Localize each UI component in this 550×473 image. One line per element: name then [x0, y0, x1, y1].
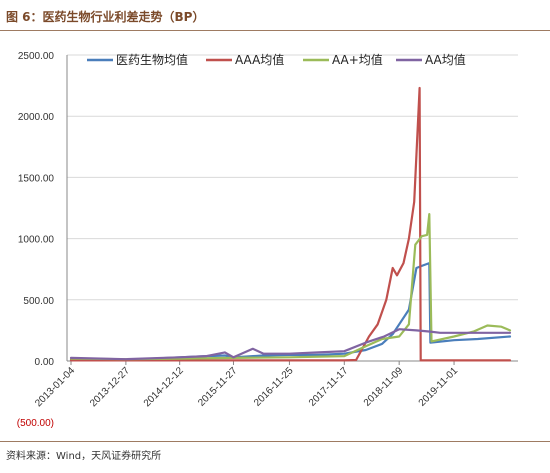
y-tick-label: 1000.00	[18, 235, 55, 246]
series-line-1	[69, 262, 512, 361]
legend: 医药生物均值 AAA均值 AA+均值 AA均值	[87, 52, 466, 67]
y-tick-label: 500.00	[23, 296, 54, 307]
x-tick-label: 2016-11-25	[252, 365, 296, 409]
y-gridlines	[67, 54, 518, 301]
x-tick-label: 2014-12-12	[142, 365, 186, 409]
x-tick-label: 2018-11-09	[362, 365, 406, 409]
y-tick-label: 2500.00	[18, 51, 55, 62]
series-line-4	[69, 328, 512, 361]
legend-label: AA均值	[425, 52, 466, 67]
series-line-2	[69, 86, 512, 362]
top-divider	[0, 30, 550, 31]
series-line-3	[69, 213, 512, 361]
figure-title: 图 6：医药生物行业利差走势（BP）	[6, 10, 205, 24]
x-tick-label: 2017-11-17	[307, 365, 351, 409]
x-tick-label: 2013-12-27	[88, 365, 132, 409]
y-tick-label: 0.00	[35, 357, 55, 368]
legend-label: AAA均值	[235, 52, 284, 67]
x-axis-ticks: 2013-01-04 2013-12-27 2014-12-12 2015-11-27…	[33, 361, 460, 409]
x-tick-label: 2013-01-04	[33, 365, 77, 409]
y-tick-label: (500.00)	[17, 418, 54, 429]
y-tick-label: 2000.00	[18, 112, 55, 123]
x-tick-label: 2015-11-27	[196, 365, 240, 409]
y-axis-ticks: 2500.00 2000.00 1500.00 1000.00 500.00 0.00 (5…	[17, 51, 55, 429]
series-lines	[69, 86, 512, 362]
x-tick-label: 2019-11-01	[417, 365, 461, 409]
legend-label: AA+均值	[332, 52, 383, 67]
legend-label: 医药生物均值	[116, 52, 188, 67]
bottom-divider	[0, 441, 550, 442]
y-tick-label: 1500.00	[18, 173, 55, 184]
source-note: 资料来源：Wind，天风证券研究所	[6, 451, 162, 462]
